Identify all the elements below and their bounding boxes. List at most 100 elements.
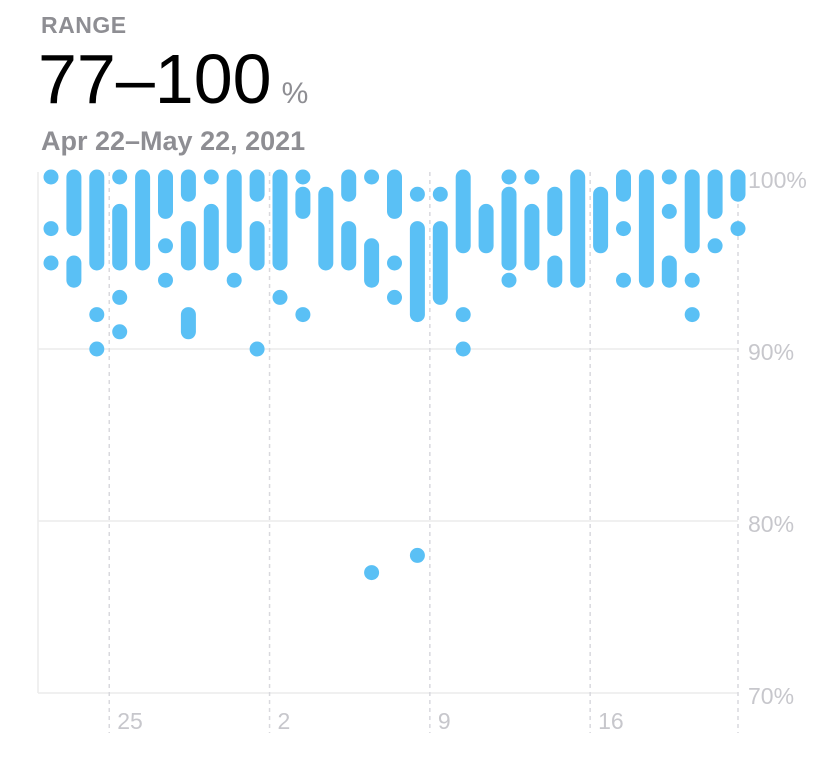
day-column-apr-24[interactable] — [89, 169, 105, 357]
day-column-may-1[interactable] — [249, 169, 265, 357]
range-bar — [638, 169, 654, 288]
range-bar — [684, 169, 700, 254]
range-bar — [478, 203, 494, 254]
day-column-may-7[interactable] — [387, 169, 402, 305]
range-bar — [661, 169, 677, 185]
range-bar — [387, 289, 402, 305]
range-bar — [684, 307, 700, 323]
range-bar — [684, 272, 700, 288]
day-column-may-20[interactable] — [684, 169, 700, 323]
day-column-apr-30[interactable] — [226, 169, 242, 288]
range-value: 77–100% — [38, 44, 308, 114]
range-bar — [455, 307, 471, 323]
day-column-may-21[interactable] — [707, 169, 723, 254]
range-bar — [547, 186, 563, 237]
day-column-may-8[interactable] — [409, 186, 425, 563]
range-bar — [364, 169, 380, 185]
range-bar — [432, 186, 448, 202]
day-column-may-17[interactable] — [616, 169, 631, 288]
day-column-may-15[interactable] — [570, 169, 586, 288]
range-bar — [387, 169, 402, 219]
x-tick-label-16: 16 — [598, 708, 624, 734]
range-bar — [89, 169, 105, 271]
day-column-may-13[interactable] — [524, 169, 540, 271]
range-bar — [661, 255, 677, 288]
x-tick-label-9: 9 — [438, 708, 451, 734]
range-bar — [501, 272, 517, 288]
range-bar — [158, 238, 173, 254]
range-bar — [501, 186, 517, 271]
range-bar — [409, 186, 425, 202]
range-bar — [203, 169, 219, 185]
range-bar — [409, 547, 425, 563]
range-bar — [66, 169, 82, 237]
range-bar — [180, 221, 196, 271]
range-bar — [364, 238, 380, 288]
day-column-may-2[interactable] — [272, 169, 288, 305]
day-column-apr-27[interactable] — [158, 169, 173, 288]
range-bar — [455, 341, 471, 357]
range-bar — [43, 255, 59, 271]
day-column-may-14[interactable] — [547, 186, 563, 288]
range-bar — [455, 169, 471, 254]
day-column-may-9[interactable] — [432, 186, 448, 305]
range-bar — [112, 289, 128, 305]
day-column-may-16[interactable] — [593, 186, 609, 254]
day-column-apr-25[interactable] — [112, 169, 128, 340]
range-value-number: 77–100 — [38, 40, 272, 118]
range-bar — [616, 221, 631, 237]
date-range: Apr 22–May 22, 2021 — [41, 126, 306, 156]
range-bar — [409, 221, 425, 323]
range-bar — [180, 307, 196, 340]
day-column-may-18[interactable] — [638, 169, 654, 288]
range-bar — [112, 324, 128, 340]
day-column-may-6[interactable] — [364, 169, 380, 581]
range-bar — [272, 169, 288, 271]
range-bar — [524, 169, 540, 185]
day-column-may-4[interactable] — [318, 186, 334, 271]
range-bar — [661, 203, 677, 219]
range-bar — [226, 272, 242, 288]
range-bar — [89, 307, 105, 323]
range-bar — [249, 169, 265, 202]
range-bar — [89, 341, 105, 357]
range-bar — [295, 186, 311, 219]
range-bar — [364, 565, 380, 581]
range-bar — [524, 203, 540, 271]
range-bar — [112, 169, 128, 185]
day-column-may-3[interactable] — [295, 169, 311, 323]
range-bar — [272, 289, 288, 305]
range-bar — [547, 255, 563, 288]
day-column-apr-22[interactable] — [43, 169, 59, 271]
range-bar — [616, 169, 631, 202]
range-bar — [730, 169, 746, 202]
day-column-apr-26[interactable] — [135, 169, 151, 271]
day-column-may-5[interactable] — [341, 169, 357, 271]
day-column-may-11[interactable] — [478, 203, 494, 254]
day-column-apr-23[interactable] — [66, 169, 82, 288]
range-bar — [158, 169, 173, 219]
range-bar — [730, 221, 746, 237]
range-value-unit: % — [281, 77, 309, 110]
day-column-may-10[interactable] — [455, 169, 471, 357]
range-bar — [295, 169, 311, 185]
day-column-apr-29[interactable] — [203, 169, 219, 271]
range-bar — [501, 169, 517, 185]
range-bar — [593, 186, 609, 254]
chart-tick-labels: 25 2 9 16 100% 90% 80% 70% — [117, 167, 807, 734]
y-tick-label-80: 80% — [748, 511, 794, 537]
chart-grid — [37, 172, 739, 733]
range-bar — [112, 203, 128, 271]
day-column-apr-28[interactable] — [180, 169, 196, 340]
range-bar — [249, 221, 265, 271]
range-bar — [387, 255, 402, 271]
range-bar — [318, 186, 334, 271]
day-column-may-22[interactable] — [730, 169, 746, 237]
day-column-may-12[interactable] — [501, 169, 517, 288]
day-column-may-19[interactable] — [661, 169, 677, 288]
range-bar — [616, 272, 631, 288]
range-bar — [203, 203, 219, 271]
range-bar — [341, 221, 357, 271]
